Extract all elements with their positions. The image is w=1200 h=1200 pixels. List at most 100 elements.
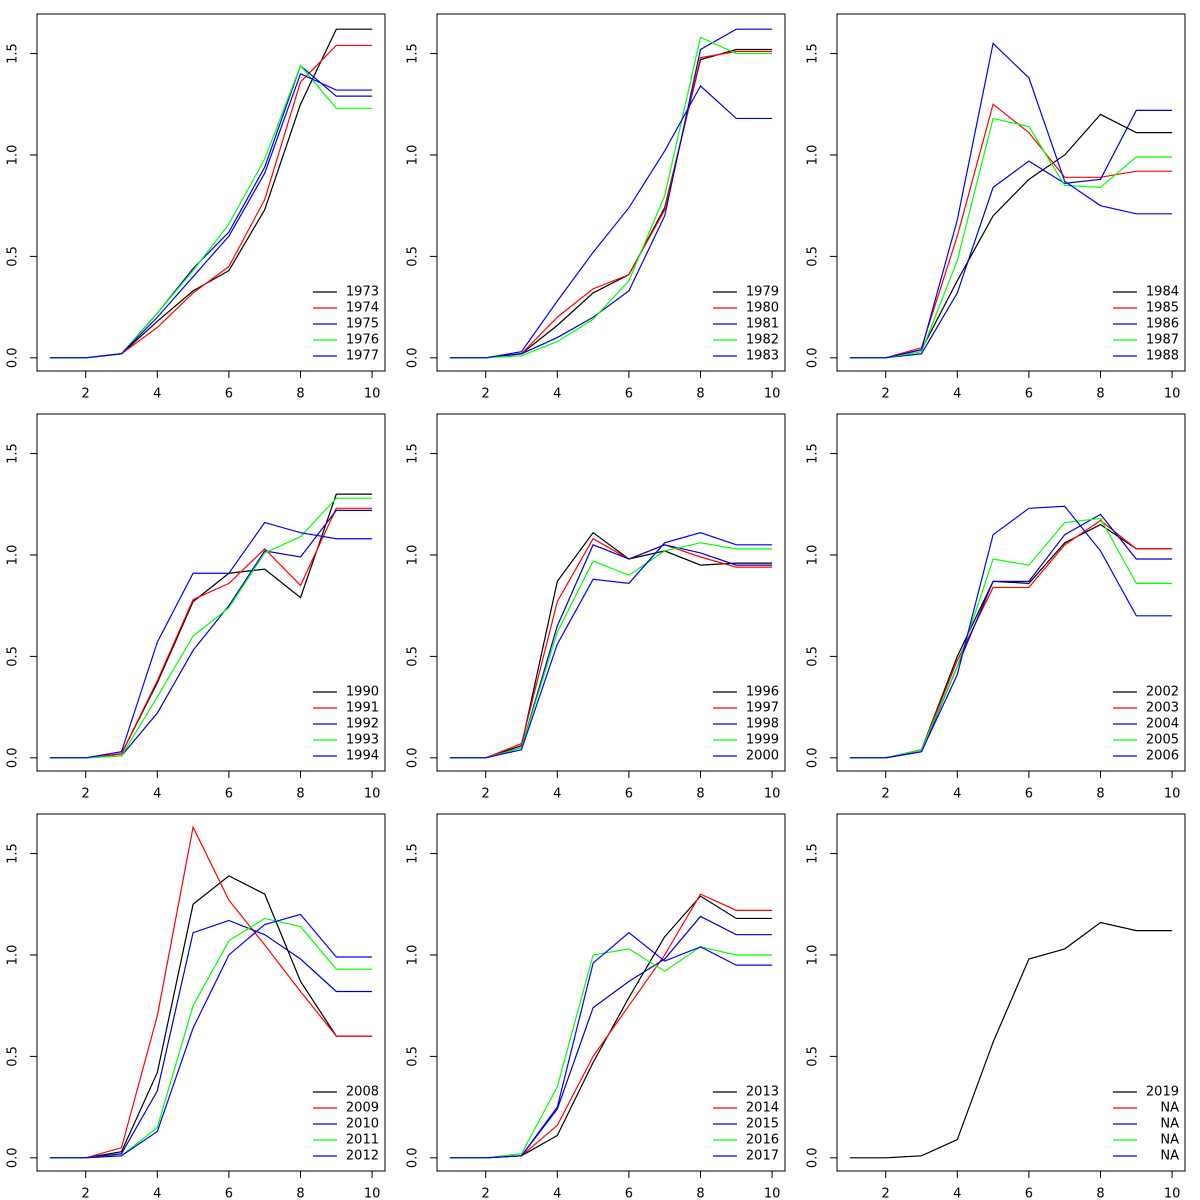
series-line (49, 875, 373, 1159)
x-tick-label: 6 (1025, 1187, 1033, 1200)
x-tick-label: 10 (364, 387, 381, 402)
y-tick-label: 0.0 (406, 1147, 421, 1168)
x-tick-label: 10 (764, 387, 781, 402)
x-tick-label: 10 (364, 787, 381, 802)
y-tick-label: 1.0 (806, 945, 821, 966)
legend-label: 2011 (346, 1133, 379, 1148)
x-tick-label: 8 (1096, 787, 1104, 802)
legend-label: 1992 (346, 717, 379, 732)
series-line (49, 507, 373, 759)
legend-label: 2000 (746, 749, 779, 764)
y-tick-label: 1.5 (6, 443, 21, 464)
y-tick-label: 1.5 (406, 43, 421, 64)
y-tick-label: 0.0 (6, 347, 21, 368)
legend-label: 1996 (746, 685, 779, 700)
y-tick-label: 1.0 (406, 145, 421, 166)
x-tick-label: 8 (296, 387, 304, 402)
legend-label: 1976 (346, 333, 379, 348)
y-tick-label: 0.5 (6, 646, 21, 667)
x-tick-label: 8 (696, 787, 704, 802)
y-tick-label: 1.5 (806, 843, 821, 864)
x-tick-label: 2 (882, 1187, 890, 1200)
y-tick-label: 0.5 (806, 646, 821, 667)
legend-label: 2016 (746, 1133, 779, 1148)
legend-label: 2013 (746, 1085, 779, 1100)
y-tick-label: 1.5 (806, 43, 821, 64)
x-tick-label: 8 (296, 1187, 304, 1200)
legend-label: 2002 (1146, 685, 1179, 700)
legend-label: 1998 (746, 717, 779, 732)
legend-label: NA (1160, 1133, 1179, 1148)
series-line (849, 519, 1173, 759)
series-line (449, 893, 773, 1159)
series-line (849, 109, 1173, 359)
legend-label: NA (1160, 1117, 1179, 1132)
x-tick-label: 2 (82, 787, 90, 802)
x-tick-label: 6 (1025, 787, 1033, 802)
series-line (49, 497, 373, 759)
series-line (449, 532, 773, 759)
y-tick-label: 1.0 (806, 145, 821, 166)
y-tick-label: 1.0 (406, 945, 421, 966)
series-line (449, 36, 773, 359)
x-tick-label: 2 (882, 787, 890, 802)
legend-label: 1986 (1146, 317, 1179, 332)
legend-label: 2017 (746, 1149, 779, 1164)
plot-frame (36, 13, 386, 372)
legend-label: 2015 (746, 1117, 779, 1132)
x-tick-label: 10 (1164, 787, 1181, 802)
series-line (449, 946, 773, 1159)
x-tick-label: 6 (225, 787, 233, 802)
plot-frame (436, 813, 786, 1172)
series-line (449, 85, 773, 359)
x-tick-label: 4 (953, 1187, 961, 1200)
x-tick-label: 2 (882, 387, 890, 402)
legend-label: 2004 (1146, 717, 1179, 732)
x-tick-label: 8 (1096, 1187, 1104, 1200)
legend-label: 2003 (1146, 701, 1179, 716)
plot-frame (836, 413, 1186, 772)
x-tick-label: 4 (553, 1187, 561, 1200)
series-line (49, 493, 373, 759)
legend-label: 2006 (1146, 749, 1179, 764)
series-line (849, 113, 1173, 359)
legend-label: 1980 (746, 301, 779, 316)
series-line (449, 48, 773, 359)
x-tick-label: 6 (225, 387, 233, 402)
series-line (849, 921, 1173, 1159)
y-tick-label: 1.0 (806, 545, 821, 566)
series-line (449, 542, 773, 759)
y-tick-label: 0.5 (806, 1046, 821, 1067)
y-tick-label: 0.0 (406, 747, 421, 768)
series-line (49, 917, 373, 1159)
legend-label: 1990 (346, 685, 379, 700)
y-tick-label: 0.5 (406, 646, 421, 667)
series-line (449, 50, 773, 359)
y-tick-label: 0.5 (406, 246, 421, 267)
series-line (449, 895, 773, 1159)
series-line (49, 44, 373, 359)
x-tick-label: 6 (1025, 387, 1033, 402)
series-line (49, 913, 373, 1159)
series-line (449, 537, 773, 759)
x-tick-label: 4 (553, 387, 561, 402)
plot-frame (36, 413, 386, 772)
y-tick-label: 0.0 (6, 1147, 21, 1168)
y-tick-label: 0.5 (406, 1046, 421, 1067)
legend-label: 1991 (346, 701, 379, 716)
series-line (49, 825, 373, 1159)
series-line (449, 531, 773, 759)
series-line (849, 103, 1173, 359)
x-tick-label: 2 (482, 1187, 490, 1200)
series-line (49, 64, 373, 359)
legend-label: 2008 (346, 1085, 379, 1100)
x-tick-label: 6 (625, 787, 633, 802)
legend-label: 1999 (746, 733, 779, 748)
series-line (849, 117, 1173, 359)
series-line (49, 919, 373, 1159)
